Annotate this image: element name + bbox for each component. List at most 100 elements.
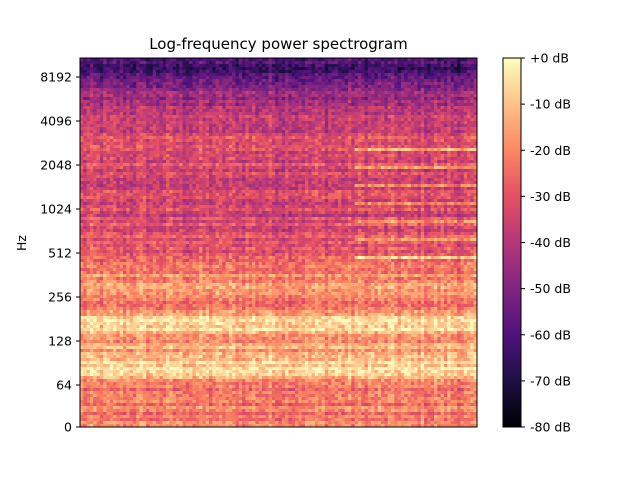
heatmap-cell — [245, 64, 250, 68]
heatmap-cell — [116, 76, 121, 80]
heatmap-cell — [470, 67, 475, 71]
heatmap-cell — [410, 115, 415, 119]
heatmap-cell — [106, 79, 111, 83]
heatmap-cell — [377, 130, 382, 134]
heatmap-cell — [218, 103, 223, 107]
heatmap-cell — [265, 160, 270, 164]
heatmap-cell — [136, 70, 141, 74]
heatmap-cell — [89, 142, 94, 146]
heatmap-cell — [166, 103, 170, 107]
heatmap-cell — [334, 73, 339, 77]
heatmap-cell — [347, 100, 352, 104]
heatmap-cell — [202, 70, 207, 74]
heatmap-cell — [433, 172, 438, 176]
heatmap-cell — [238, 67, 243, 71]
heatmap-cell — [407, 73, 412, 77]
heatmap-cell — [324, 115, 329, 119]
heatmap-cell — [232, 169, 237, 173]
heatmap-cell — [311, 70, 316, 74]
heatmap-cell — [126, 100, 131, 104]
heatmap-cell — [304, 94, 309, 98]
heatmap-cell — [139, 100, 144, 104]
heatmap-cell — [341, 70, 346, 74]
heatmap-cell — [202, 118, 207, 122]
heatmap-cell — [271, 61, 276, 65]
heatmap-cell — [410, 124, 415, 128]
heatmap-cell — [86, 163, 91, 167]
heatmap-cell — [295, 151, 299, 155]
heatmap-cell — [175, 130, 180, 134]
heatmap-cell — [205, 79, 210, 83]
heatmap-cell — [311, 181, 316, 185]
heatmap-cell — [357, 79, 362, 83]
heatmap-cell — [374, 121, 379, 125]
heatmap-cell — [420, 166, 425, 170]
heatmap-cell — [291, 79, 296, 83]
heatmap-cell — [123, 136, 127, 140]
heatmap-cell — [113, 118, 117, 122]
heatmap-cell — [347, 130, 352, 134]
heatmap-cell — [136, 148, 141, 152]
heatmap-cell — [430, 148, 435, 152]
heatmap-cell — [195, 61, 200, 65]
heatmap-cell — [463, 139, 468, 143]
heatmap-cell — [232, 157, 237, 161]
heatmap-cell — [159, 67, 164, 71]
heatmap-cell — [407, 139, 412, 143]
heatmap-cell — [126, 160, 131, 164]
heatmap-cell — [354, 70, 359, 74]
heatmap-cell — [149, 109, 154, 113]
heatmap-cell — [199, 121, 204, 125]
heatmap-cell — [344, 112, 349, 116]
heatmap-cell — [467, 91, 471, 95]
heatmap-cell — [119, 76, 124, 80]
heatmap-cell — [96, 163, 101, 167]
heatmap-cell — [304, 109, 309, 113]
heatmap-cell — [159, 139, 164, 143]
heatmap-cell — [179, 91, 184, 95]
heatmap-cell — [205, 70, 210, 74]
heatmap-cell — [166, 76, 170, 80]
heatmap-cell — [367, 106, 372, 110]
heatmap-cell — [268, 94, 273, 98]
heatmap-cell — [430, 142, 435, 146]
heatmap-cell — [232, 121, 237, 125]
heatmap-cell — [341, 91, 346, 95]
heatmap-cell — [278, 64, 283, 68]
heatmap-cell — [172, 58, 177, 62]
heatmap-cell — [83, 85, 88, 89]
heatmap-cell — [261, 100, 266, 104]
heatmap-cell — [450, 133, 455, 137]
heatmap-cell — [457, 118, 462, 122]
heatmap-cell — [80, 94, 84, 98]
heatmap-cell — [142, 79, 147, 83]
heatmap-cell — [248, 97, 253, 101]
heatmap-cell — [301, 97, 306, 101]
heatmap-cell — [470, 136, 475, 140]
heatmap-cell — [430, 139, 435, 143]
heatmap-cell — [447, 175, 452, 179]
heatmap-cell — [357, 70, 362, 74]
heatmap-cell — [424, 94, 428, 98]
heatmap-cell — [285, 151, 290, 155]
heatmap-cell — [321, 73, 326, 77]
heatmap-cell — [132, 127, 137, 131]
heatmap-cell — [192, 109, 197, 113]
heatmap-cell — [460, 121, 465, 125]
heatmap-cell — [371, 67, 376, 71]
heatmap-cell — [467, 127, 471, 131]
heatmap-cell — [427, 145, 432, 149]
heatmap-cell — [311, 115, 316, 119]
heatmap-cell — [199, 181, 204, 185]
heatmap-cell — [377, 91, 382, 95]
heatmap-cell — [473, 82, 477, 86]
heatmap-cell — [467, 64, 471, 68]
heatmap-cell — [132, 169, 137, 173]
heatmap-cell — [162, 133, 167, 137]
heatmap-cell — [321, 67, 326, 71]
heatmap-cell — [304, 151, 309, 155]
heatmap-cell — [417, 133, 422, 137]
heatmap-cell — [460, 118, 465, 122]
heatmap-cell — [166, 160, 170, 164]
heatmap-cell — [357, 115, 362, 119]
